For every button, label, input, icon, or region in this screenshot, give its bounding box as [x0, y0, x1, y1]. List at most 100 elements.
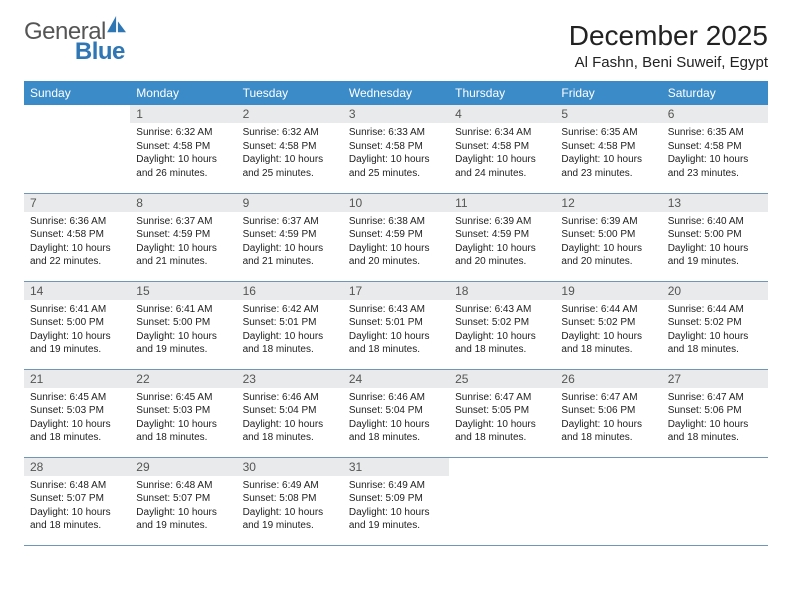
daylight-text-2: and 25 minutes.: [349, 167, 443, 181]
sunset-text: Sunset: 4:58 PM: [668, 140, 762, 154]
sunrise-text: Sunrise: 6:36 AM: [30, 215, 124, 229]
day-details: Sunrise: 6:42 AMSunset: 5:01 PMDaylight:…: [237, 300, 343, 363]
day-number: 17: [343, 282, 449, 300]
daylight-text-1: Daylight: 10 hours: [136, 330, 230, 344]
daylight-text-1: Daylight: 10 hours: [243, 418, 337, 432]
day-number: 11: [449, 194, 555, 212]
sunrise-text: Sunrise: 6:44 AM: [561, 303, 655, 317]
daylight-text-1: Daylight: 10 hours: [136, 242, 230, 256]
day-details: Sunrise: 6:39 AMSunset: 4:59 PMDaylight:…: [449, 212, 555, 275]
daylight-text-2: and 19 minutes.: [668, 255, 762, 269]
daylight-text-2: and 18 minutes.: [561, 343, 655, 357]
day-number: 14: [24, 282, 130, 300]
daylight-text-1: Daylight: 10 hours: [455, 153, 549, 167]
daylight-text-2: and 18 minutes.: [243, 343, 337, 357]
sunrise-text: Sunrise: 6:43 AM: [349, 303, 443, 317]
daylight-text-2: and 18 minutes.: [561, 431, 655, 445]
sunrise-text: Sunrise: 6:38 AM: [349, 215, 443, 229]
header: GeneralBlue December 2025 Al Fashn, Beni…: [24, 20, 768, 71]
daylight-text-2: and 26 minutes.: [136, 167, 230, 181]
calendar-day-cell: 1Sunrise: 6:32 AMSunset: 4:58 PMDaylight…: [130, 105, 236, 193]
calendar-day-cell: 14Sunrise: 6:41 AMSunset: 5:00 PMDayligh…: [24, 281, 130, 369]
daylight-text-2: and 18 minutes.: [349, 431, 443, 445]
day-number: 16: [237, 282, 343, 300]
calendar-day-cell: 4Sunrise: 6:34 AMSunset: 4:58 PMDaylight…: [449, 105, 555, 193]
day-details: Sunrise: 6:37 AMSunset: 4:59 PMDaylight:…: [130, 212, 236, 275]
sunrise-text: Sunrise: 6:49 AM: [243, 479, 337, 493]
day-details: Sunrise: 6:43 AMSunset: 5:02 PMDaylight:…: [449, 300, 555, 363]
daylight-text-2: and 18 minutes.: [136, 431, 230, 445]
day-details: Sunrise: 6:32 AMSunset: 4:58 PMDaylight:…: [130, 123, 236, 186]
sunset-text: Sunset: 5:07 PM: [136, 492, 230, 506]
daylight-text-2: and 18 minutes.: [30, 431, 124, 445]
calendar-day-cell: 9Sunrise: 6:37 AMSunset: 4:59 PMDaylight…: [237, 193, 343, 281]
calendar-day-cell: 30Sunrise: 6:49 AMSunset: 5:08 PMDayligh…: [237, 457, 343, 545]
sunrise-text: Sunrise: 6:45 AM: [30, 391, 124, 405]
calendar-day-cell: 19Sunrise: 6:44 AMSunset: 5:02 PMDayligh…: [555, 281, 661, 369]
daylight-text-1: Daylight: 10 hours: [668, 153, 762, 167]
day-number: 25: [449, 370, 555, 388]
sunrise-text: Sunrise: 6:46 AM: [349, 391, 443, 405]
day-details: Sunrise: 6:45 AMSunset: 5:03 PMDaylight:…: [24, 388, 130, 451]
calendar-day-cell: 11Sunrise: 6:39 AMSunset: 4:59 PMDayligh…: [449, 193, 555, 281]
daylight-text-2: and 21 minutes.: [243, 255, 337, 269]
sunrise-text: Sunrise: 6:40 AM: [668, 215, 762, 229]
day-number: 13: [662, 194, 768, 212]
day-header: Saturday: [662, 81, 768, 105]
calendar-day-cell: 2Sunrise: 6:32 AMSunset: 4:58 PMDaylight…: [237, 105, 343, 193]
daylight-text-1: Daylight: 10 hours: [455, 242, 549, 256]
sunset-text: Sunset: 4:58 PM: [455, 140, 549, 154]
day-details: Sunrise: 6:39 AMSunset: 5:00 PMDaylight:…: [555, 212, 661, 275]
daylight-text-1: Daylight: 10 hours: [668, 418, 762, 432]
daylight-text-2: and 23 minutes.: [561, 167, 655, 181]
day-number: 30: [237, 458, 343, 476]
day-number: 10: [343, 194, 449, 212]
day-number: 7: [24, 194, 130, 212]
daylight-text-1: Daylight: 10 hours: [455, 330, 549, 344]
day-number: 22: [130, 370, 236, 388]
day-number: 29: [130, 458, 236, 476]
calendar-day-cell: 13Sunrise: 6:40 AMSunset: 5:00 PMDayligh…: [662, 193, 768, 281]
day-details: Sunrise: 6:49 AMSunset: 5:08 PMDaylight:…: [237, 476, 343, 539]
day-details: Sunrise: 6:45 AMSunset: 5:03 PMDaylight:…: [130, 388, 236, 451]
sunrise-text: Sunrise: 6:46 AM: [243, 391, 337, 405]
calendar-day-cell: 18Sunrise: 6:43 AMSunset: 5:02 PMDayligh…: [449, 281, 555, 369]
calendar-day-cell: 15Sunrise: 6:41 AMSunset: 5:00 PMDayligh…: [130, 281, 236, 369]
calendar-week-row: 14Sunrise: 6:41 AMSunset: 5:00 PMDayligh…: [24, 281, 768, 369]
sunrise-text: Sunrise: 6:37 AM: [243, 215, 337, 229]
calendar-day-cell: 5Sunrise: 6:35 AMSunset: 4:58 PMDaylight…: [555, 105, 661, 193]
daylight-text-1: Daylight: 10 hours: [136, 153, 230, 167]
daylight-text-2: and 18 minutes.: [455, 343, 549, 357]
day-details: Sunrise: 6:35 AMSunset: 4:58 PMDaylight:…: [662, 123, 768, 186]
sunrise-text: Sunrise: 6:48 AM: [136, 479, 230, 493]
sunrise-text: Sunrise: 6:41 AM: [30, 303, 124, 317]
day-details: Sunrise: 6:41 AMSunset: 5:00 PMDaylight:…: [130, 300, 236, 363]
sunset-text: Sunset: 4:58 PM: [561, 140, 655, 154]
sunset-text: Sunset: 5:00 PM: [561, 228, 655, 242]
calendar-week-row: 21Sunrise: 6:45 AMSunset: 5:03 PMDayligh…: [24, 369, 768, 457]
day-number: 9: [237, 194, 343, 212]
sunset-text: Sunset: 4:59 PM: [349, 228, 443, 242]
calendar-day-cell: 29Sunrise: 6:48 AMSunset: 5:07 PMDayligh…: [130, 457, 236, 545]
sunrise-text: Sunrise: 6:33 AM: [349, 126, 443, 140]
sunset-text: Sunset: 5:00 PM: [668, 228, 762, 242]
day-number: 24: [343, 370, 449, 388]
sunrise-text: Sunrise: 6:47 AM: [561, 391, 655, 405]
sunset-text: Sunset: 5:02 PM: [455, 316, 549, 330]
calendar-day-cell: 21Sunrise: 6:45 AMSunset: 5:03 PMDayligh…: [24, 369, 130, 457]
day-number: 3: [343, 105, 449, 123]
daylight-text-1: Daylight: 10 hours: [136, 418, 230, 432]
calendar-day-cell: 12Sunrise: 6:39 AMSunset: 5:00 PMDayligh…: [555, 193, 661, 281]
day-details: Sunrise: 6:48 AMSunset: 5:07 PMDaylight:…: [130, 476, 236, 539]
calendar-day-cell: 28Sunrise: 6:48 AMSunset: 5:07 PMDayligh…: [24, 457, 130, 545]
sunset-text: Sunset: 5:07 PM: [30, 492, 124, 506]
calendar-day-cell: 3Sunrise: 6:33 AMSunset: 4:58 PMDaylight…: [343, 105, 449, 193]
day-details: Sunrise: 6:34 AMSunset: 4:58 PMDaylight:…: [449, 123, 555, 186]
sunrise-text: Sunrise: 6:35 AM: [668, 126, 762, 140]
sunset-text: Sunset: 5:01 PM: [243, 316, 337, 330]
sunrise-text: Sunrise: 6:47 AM: [668, 391, 762, 405]
daylight-text-1: Daylight: 10 hours: [243, 506, 337, 520]
sunset-text: Sunset: 5:03 PM: [136, 404, 230, 418]
sunrise-text: Sunrise: 6:49 AM: [349, 479, 443, 493]
day-header: Thursday: [449, 81, 555, 105]
